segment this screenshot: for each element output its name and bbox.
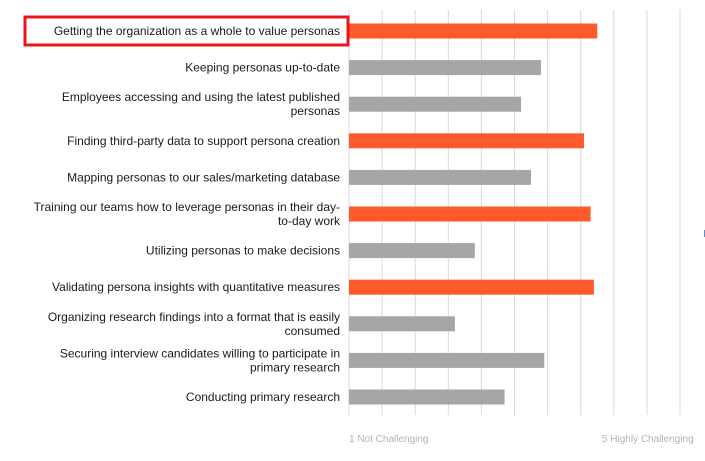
- bar: [349, 389, 505, 405]
- category-label-line: personas: [291, 104, 340, 118]
- bars: [349, 23, 598, 405]
- category-label-line: Validating persona insights with quantit…: [52, 280, 340, 294]
- category-label-line: consumed: [285, 324, 340, 338]
- x-tick-label: 5 Highly Challenging: [602, 434, 694, 445]
- x-tick-label: 1 Not Challenging: [349, 434, 429, 445]
- category-label: Securing interview candidates willing to…: [60, 346, 340, 374]
- bar: [349, 23, 598, 39]
- bar: [349, 206, 591, 222]
- category-label: Training our teams how to leverage perso…: [34, 200, 341, 228]
- bar: [349, 316, 455, 332]
- category-label: Organizing research findings into a form…: [48, 310, 340, 338]
- bar: [349, 243, 475, 259]
- category-label: Utilizing personas to make decisions: [146, 244, 340, 258]
- category-label: Finding third-party data to support pers…: [67, 134, 340, 148]
- category-label-line: Training our teams how to leverage perso…: [34, 200, 340, 214]
- category-label-line: to-day work: [278, 214, 341, 228]
- category-label-line: Employees accessing and using the latest…: [62, 90, 340, 104]
- category-label: Mapping personas to our sales/marketing …: [67, 170, 340, 184]
- category-label-line: Mapping personas to our sales/marketing …: [67, 170, 340, 184]
- bar: [349, 169, 531, 185]
- bar: [349, 60, 541, 76]
- bar: [349, 279, 594, 295]
- category-labels: Getting the organization as a whole to v…: [34, 24, 341, 404]
- category-label-line: Utilizing personas to make decisions: [146, 244, 340, 258]
- category-label-line: Conducting primary research: [186, 390, 340, 404]
- category-label: Employees accessing and using the latest…: [62, 90, 340, 118]
- bar: [349, 352, 545, 368]
- category-label: Validating persona insights with quantit…: [52, 280, 340, 294]
- highlight-box: [23, 15, 350, 47]
- category-label-line: Finding third-party data to support pers…: [67, 134, 340, 148]
- category-label-line: Getting the organization as a whole to v…: [54, 24, 340, 38]
- category-label-line: primary research: [250, 360, 340, 374]
- bar: [349, 96, 522, 112]
- category-label-line: Securing interview candidates willing to…: [60, 346, 340, 360]
- x-axis-ticks: 1 Not Challenging 5 Highly Challenging: [349, 434, 694, 445]
- category-label: Keeping personas up-to-date: [185, 61, 340, 75]
- highlight-box-layer: [23, 15, 350, 47]
- category-label: Getting the organization as a whole to v…: [54, 24, 340, 38]
- category-label-line: Keeping personas up-to-date: [185, 61, 340, 75]
- bar: [349, 133, 584, 149]
- category-label-line: Organizing research findings into a form…: [48, 310, 340, 324]
- category-label: Conducting primary research: [186, 390, 340, 404]
